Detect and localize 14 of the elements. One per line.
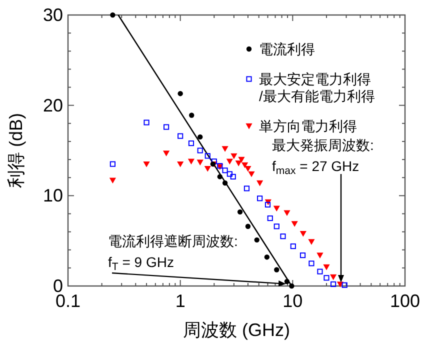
x-axis-title: 周波数 (GHz) <box>183 320 290 340</box>
x-tick-label: 1 <box>175 291 186 311</box>
annotation: 電流利得遮断周波数: f$_{T}$ = 9 GHz <box>108 233 238 273</box>
annotation: 最大発振周波数: f$_{max}$ = 27 GHz <box>272 137 374 177</box>
x-tick-label: 0.1 <box>55 291 81 311</box>
y-axis-title: 利得 (dB) <box>6 112 26 188</box>
y-tick-label: 20 <box>42 95 63 116</box>
x-tick-label: 100 <box>390 291 420 311</box>
legend-label: 電流利得 <box>259 41 315 57</box>
x-tick-label: 10 <box>282 291 303 311</box>
y-tick-label: 30 <box>42 5 63 25</box>
legend-label: 単方向電力利得 <box>259 118 357 134</box>
y-tick-label: 10 <box>42 186 63 206</box>
legend-label: 最大安定電力利得 /最大有能電力利得 <box>259 71 375 104</box>
